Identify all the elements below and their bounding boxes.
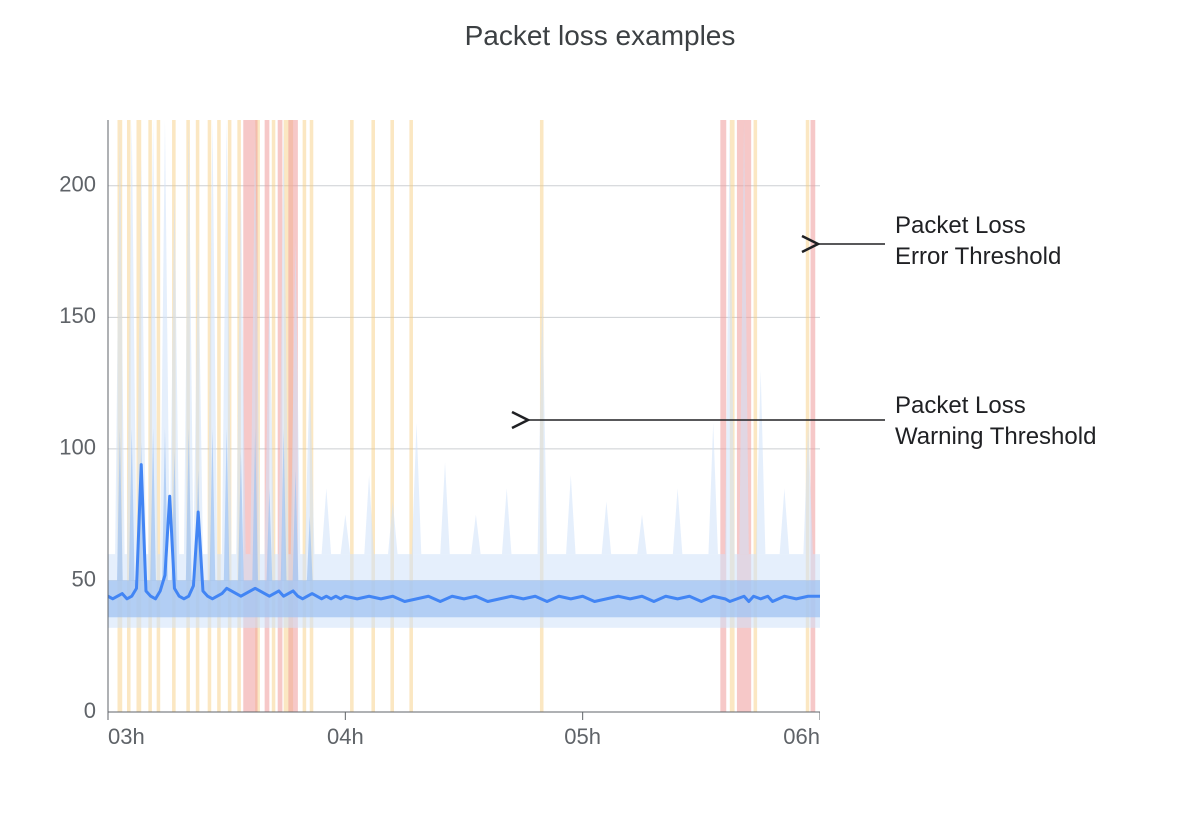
svg-text:0: 0	[84, 698, 96, 723]
svg-text:05h: 05h	[564, 724, 601, 749]
annotation-error-threshold: Packet Loss Error Threshold	[895, 210, 1061, 272]
annotation-error-threshold-line2: Error Threshold	[895, 243, 1061, 270]
chart-container: 0 50 100 150 200 03h 04h 05h 06h	[40, 120, 820, 760]
annotation-warning-threshold-line1: Packet Loss	[895, 392, 1026, 419]
svg-text:50: 50	[72, 566, 96, 591]
svg-text:200: 200	[59, 172, 96, 197]
svg-text:150: 150	[59, 303, 96, 328]
annotation-warning-threshold: Packet Loss Warning Threshold	[895, 390, 1096, 452]
annotation-error-threshold-line1: Packet Loss	[895, 212, 1026, 239]
annotation-warning-threshold-line2: Warning Threshold	[895, 423, 1096, 450]
svg-text:03h: 03h	[108, 724, 145, 749]
svg-text:04h: 04h	[327, 724, 364, 749]
page-root: Packet loss examples 05010015020003h04h0…	[0, 0, 1200, 828]
chart-title: Packet loss examples	[0, 20, 1200, 52]
svg-text:06h: 06h	[783, 724, 820, 749]
svg-text:100: 100	[59, 435, 96, 460]
